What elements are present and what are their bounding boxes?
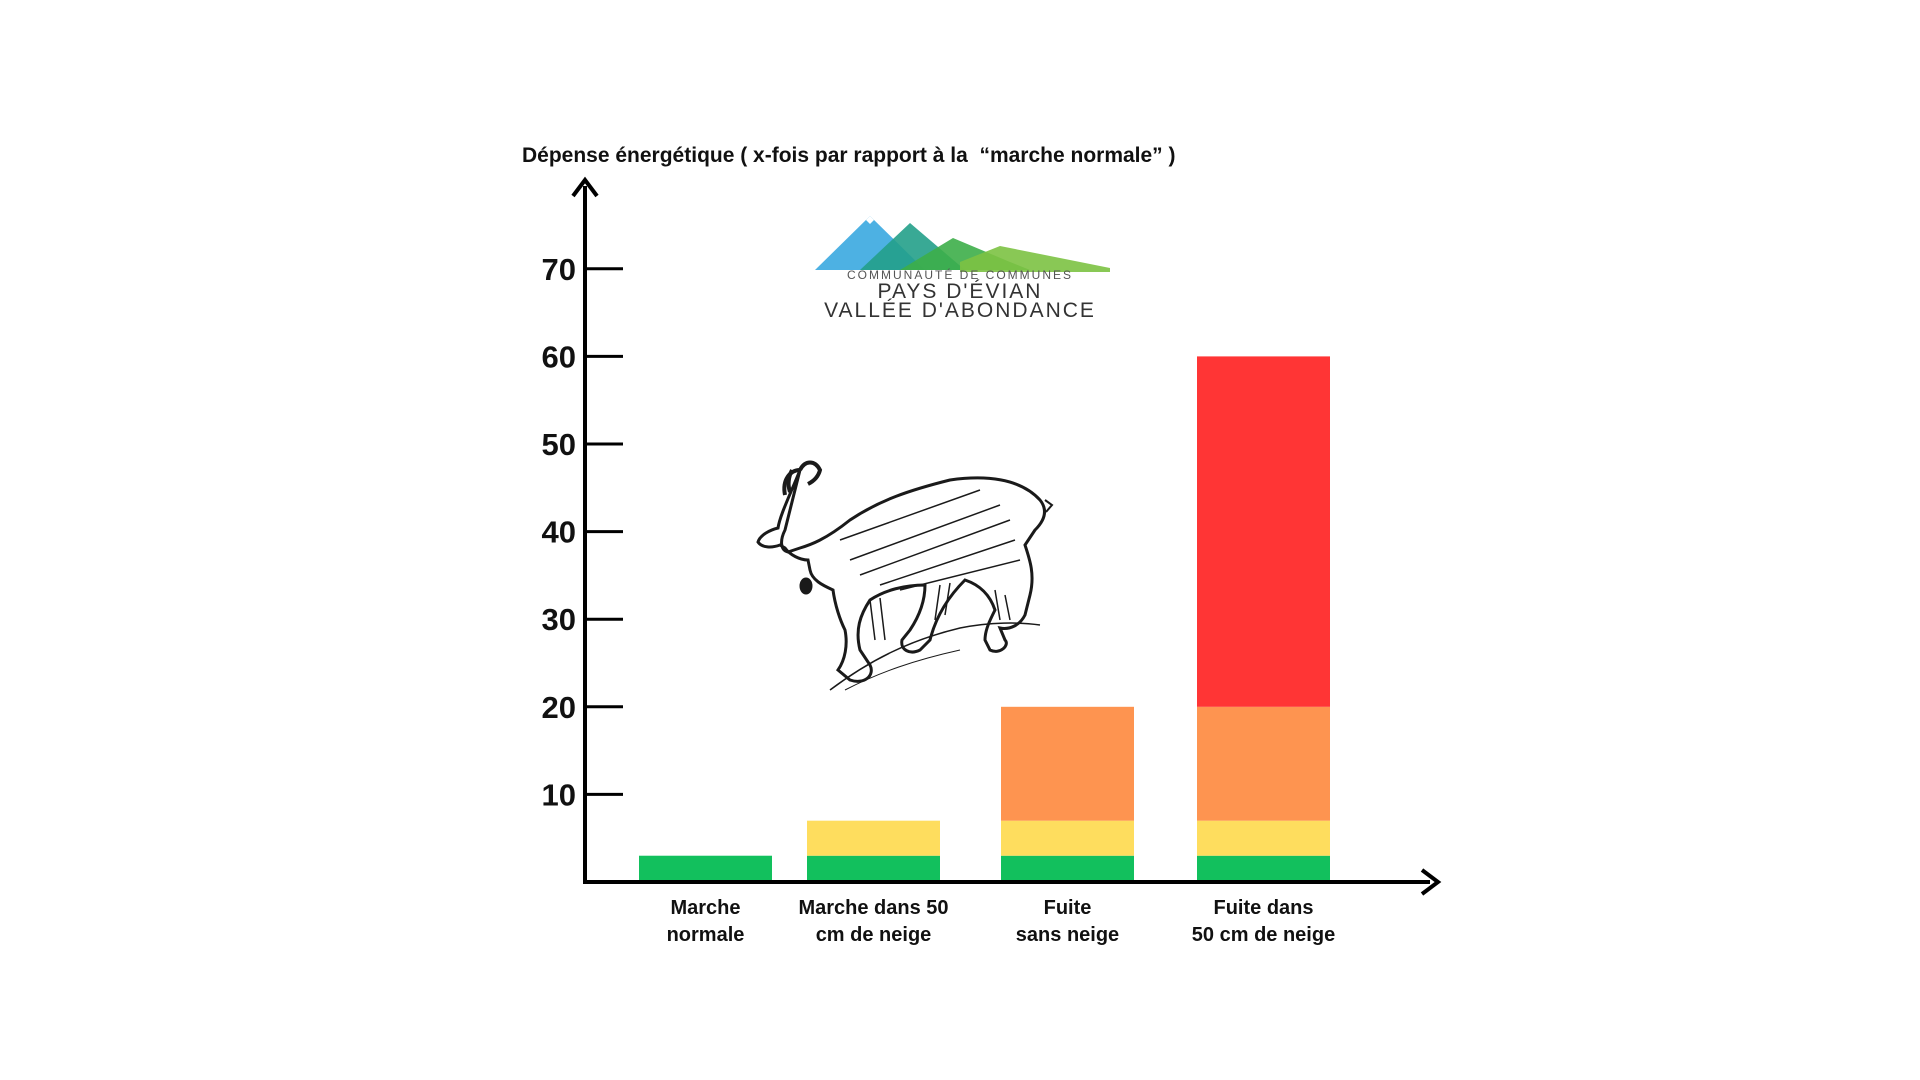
bar-segment [1197,706,1330,821]
bar-segment [807,855,940,882]
logo-mountains [815,216,1110,272]
y-tick-label: 70 [542,252,576,287]
y-tick-label: 60 [542,339,576,374]
bar-segment [639,855,772,882]
y-tick-label: 30 [542,602,576,637]
chamois-icon [756,460,1054,691]
x-tick-label: Marche normale [666,897,745,946]
y-tick-label: 20 [542,690,576,725]
logo-line1: COMMUNAUTÉ DE COMMUNES [847,268,1073,282]
y-axis-arrow [571,176,599,198]
x-tick-label: Marche dans 50 cm de neige [798,897,949,946]
x-axis-arrow [1420,868,1442,896]
y-tick-label: 40 [542,515,576,550]
bar-segment [807,820,940,856]
bar-segment [1001,855,1134,882]
logo-line2: PAYS D'ÉVIAN [877,280,1043,303]
y-tick-label: 10 [542,777,576,812]
bar-segment [1197,356,1330,707]
y-tick-label: 50 [542,427,576,462]
logo-line3: VALLÉE D'ABONDANCE [824,299,1096,322]
bar-segment [1197,820,1330,856]
x-tick-label: Fuite sans neige [1015,897,1120,946]
y-axis-label: Dépense énergétique ( x-fois par rapport… [522,144,1176,167]
x-tick-label: Fuite dans 50 cm de neige [1191,897,1336,946]
bar-segment [1197,855,1330,882]
bar-segment [1001,706,1134,821]
bar-segment [1001,820,1134,856]
